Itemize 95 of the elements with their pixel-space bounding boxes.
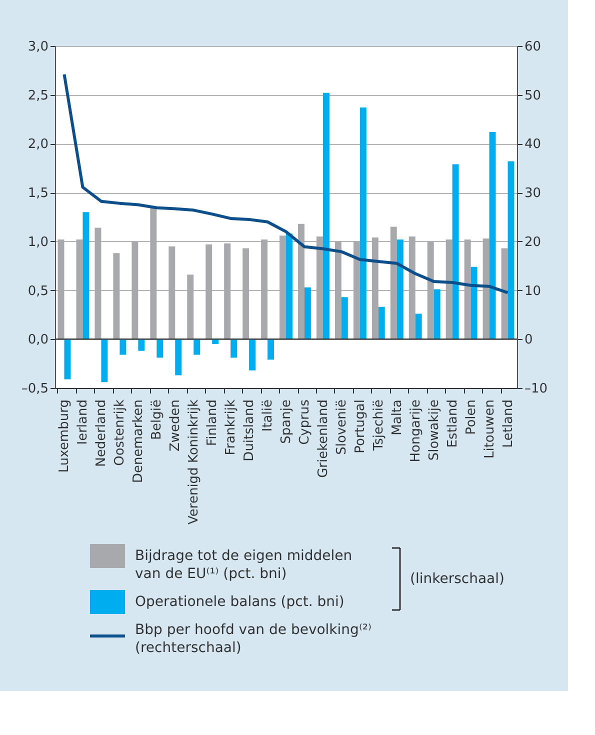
x-tick-label: Frankrijk <box>224 399 239 456</box>
bar <box>150 208 157 340</box>
bar <box>464 239 471 340</box>
x-tick-label: Malta <box>390 400 405 436</box>
y2-tick-label: –10 <box>524 382 548 396</box>
bar <box>360 108 366 340</box>
bar <box>268 339 274 360</box>
y2-tick-label: 60 <box>524 40 542 54</box>
bar <box>304 287 311 340</box>
bar <box>434 289 440 340</box>
y-tick-label: 1,0 <box>28 234 48 250</box>
bar <box>341 297 348 340</box>
legend-label: Bbp per hoofd van de bevolking⁽²⁾ (rechterschaal) <box>135 622 372 656</box>
y2-tick-label: 50 <box>524 88 542 104</box>
x-tick-label: Duitsland <box>242 400 258 462</box>
x-tick-label: Polen <box>464 400 479 435</box>
bar <box>378 306 385 340</box>
x-tick-label: Hongarije <box>408 400 424 462</box>
x-tick-label: Zweden <box>168 400 184 452</box>
bar <box>64 339 71 380</box>
x-tick-label: Griekenland <box>316 400 331 478</box>
bar <box>101 339 108 382</box>
bar <box>446 239 452 340</box>
bar <box>452 164 459 340</box>
bar <box>242 248 250 340</box>
bar <box>322 92 330 340</box>
bar <box>58 239 64 340</box>
x-tick-label: Luxemburg <box>57 400 72 473</box>
bar <box>249 339 256 370</box>
y2-tick-label: 20 <box>524 234 542 250</box>
x-tick-label: Ierland <box>76 400 91 445</box>
bar <box>482 238 490 340</box>
bar <box>113 253 120 340</box>
bar <box>230 339 238 358</box>
text: (linkerschaal) <box>410 571 504 587</box>
x-tick-label: Verenigd Koninkrijk <box>186 399 202 524</box>
bar <box>489 132 496 340</box>
y-tick-label: 0,0 <box>28 332 48 348</box>
x-tick-label: Denemarken <box>131 400 146 484</box>
y2-tick-label: 40 <box>524 137 542 152</box>
line-series <box>62 72 510 294</box>
x-tick-label: Tsjechië <box>371 400 386 452</box>
x-tick-label: Estland <box>445 400 460 448</box>
x-tick-label: Italië <box>260 400 276 432</box>
bar <box>94 228 102 340</box>
y-tick-label: –0,5 <box>21 382 48 396</box>
bar <box>408 236 416 340</box>
bar <box>501 248 508 340</box>
bar <box>280 236 286 340</box>
bar <box>334 241 342 340</box>
y-tick-label: 0,5 <box>28 284 48 299</box>
legend-label: Bijdrage tot de eigen middelen van de EU⁽¹⁾ (pct. bni) <box>135 548 352 582</box>
bar <box>156 339 164 358</box>
bar <box>224 243 231 340</box>
legend-label: Operationele balans (pct. bni) <box>135 594 344 610</box>
bar <box>470 266 478 340</box>
bar <box>415 314 422 340</box>
y-tick-label: 2,0 <box>28 137 48 152</box>
bar <box>261 239 268 340</box>
x-tick-label: Portugal <box>352 400 368 454</box>
bar <box>390 226 397 340</box>
x-tick-label: Nederland <box>94 400 110 467</box>
y-tick-label: 3,0 <box>28 40 48 54</box>
x-tick-label: Finland <box>205 400 220 446</box>
bar <box>187 274 194 340</box>
bar <box>427 241 434 340</box>
bar <box>298 224 304 340</box>
bar <box>316 236 323 340</box>
y-tick-label: 2,5 <box>28 88 48 104</box>
bar <box>194 339 200 355</box>
bar <box>120 339 126 355</box>
bar <box>372 238 378 340</box>
bar <box>76 239 83 340</box>
x-tick-label: Cyprus <box>297 399 312 445</box>
y2-tick-label: 30 <box>524 186 542 202</box>
x-tick-label: België <box>150 400 165 440</box>
bar <box>168 246 176 340</box>
bar <box>175 339 182 376</box>
bar <box>353 241 360 340</box>
x-tick-label: Spanje <box>279 400 294 444</box>
bar <box>206 244 212 340</box>
x-tick-label: Litouwen <box>482 400 498 459</box>
x-tick-label: Slowakije <box>426 400 442 461</box>
y-tick-label: 1,5 <box>28 186 48 202</box>
bar <box>82 212 90 340</box>
x-tick-label: Oostenrijk <box>112 399 128 466</box>
bar <box>132 241 138 340</box>
bar <box>396 239 404 340</box>
x-tick-label: Letland <box>500 400 516 448</box>
bar <box>508 161 514 340</box>
y2-tick-label: 0 <box>524 332 533 348</box>
y2-tick-label: 10 <box>524 284 542 299</box>
bar <box>138 339 145 351</box>
bar <box>286 234 292 340</box>
x-tick-label: Slovenië <box>334 400 350 455</box>
